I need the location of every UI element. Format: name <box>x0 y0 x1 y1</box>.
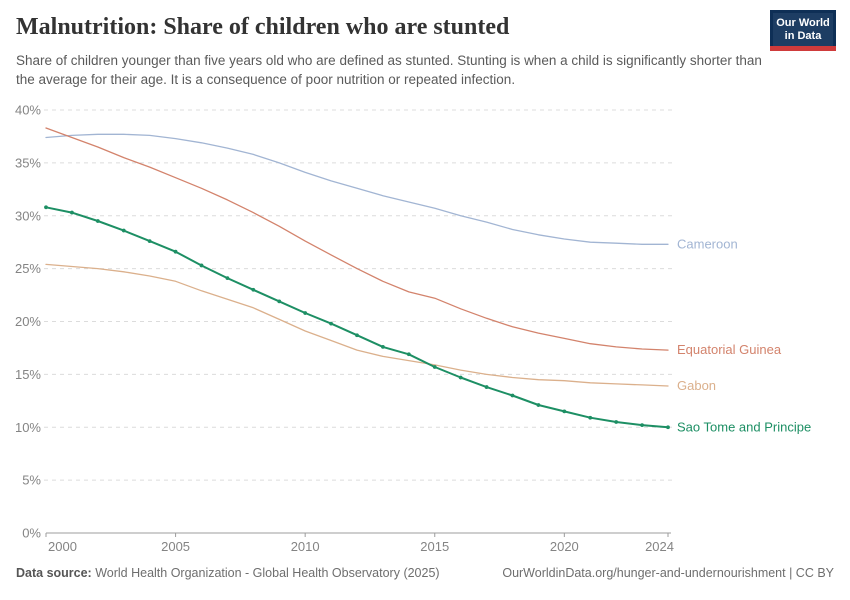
data-point-sao-tome-and-principe[interactable] <box>484 385 489 389</box>
data-point-sao-tome-and-principe[interactable] <box>562 409 567 414</box>
data-point-sao-tome-and-principe[interactable] <box>355 333 359 338</box>
data-point-sao-tome-and-principe[interactable] <box>199 263 204 268</box>
y-tick-label: 30% <box>15 208 41 223</box>
y-tick-label: 20% <box>15 314 41 329</box>
y-tick-label: 40% <box>15 103 41 118</box>
data-point-sao-tome-and-principe[interactable] <box>432 365 437 369</box>
data-point-sao-tome-and-principe[interactable] <box>147 239 152 244</box>
attribution-link[interactable]: OurWorldinData.org/hunger-and-undernouri… <box>502 566 834 580</box>
data-point-sao-tome-and-principe[interactable] <box>614 420 619 424</box>
series-line-gabon[interactable] <box>45 263 669 387</box>
data-point-sao-tome-and-principe[interactable] <box>225 276 230 281</box>
data-point-sao-tome-and-principe[interactable] <box>458 375 463 380</box>
owid-logo-stripe <box>770 46 836 51</box>
y-tick-label: 5% <box>22 473 41 488</box>
series-line-equatorial-guinea[interactable] <box>45 127 669 351</box>
owid-logo-line1: Our World <box>776 17 830 29</box>
data-point-sao-tome-and-principe[interactable] <box>303 311 308 315</box>
data-source-note: Data source: World Health Organization -… <box>16 566 440 580</box>
series-line-cameroon[interactable] <box>45 133 669 245</box>
data-point-sao-tome-and-principe[interactable] <box>406 352 411 357</box>
owid-logo: Our World in Data <box>770 10 836 51</box>
chart-subtitle: Share of children younger than five year… <box>16 53 762 87</box>
footer: Data source: World Health Organization -… <box>16 566 834 580</box>
data-source-text: World Health Organization - Global Healt… <box>91 566 440 580</box>
data-point-sao-tome-and-principe[interactable] <box>173 249 178 254</box>
data-point-sao-tome-and-principe[interactable] <box>95 219 100 223</box>
data-point-sao-tome-and-principe[interactable] <box>329 321 333 326</box>
data-point-sao-tome-and-principe[interactable] <box>277 299 282 304</box>
data-point-sao-tome-and-principe[interactable] <box>70 210 74 215</box>
data-point-sao-tome-and-principe[interactable] <box>251 287 256 292</box>
owid-logo-line2: in Data <box>784 30 822 42</box>
series-label-equatorial-guinea[interactable]: Equatorial Guinea <box>677 342 782 357</box>
y-tick-label: 0% <box>22 526 41 541</box>
x-tick-label: 2020 <box>550 539 579 554</box>
page-title: Malnutrition: Share of children who are … <box>16 14 510 40</box>
y-tick-label: 25% <box>15 261 41 276</box>
y-tick-label: 10% <box>15 420 41 435</box>
data-point-sao-tome-and-principe[interactable] <box>121 228 126 233</box>
x-tick-label: 2000 <box>48 539 77 554</box>
data-point-sao-tome-and-principe[interactable] <box>536 403 541 407</box>
x-tick-label: 2010 <box>291 539 320 554</box>
data-point-sao-tome-and-principe[interactable] <box>666 425 670 430</box>
data-point-sao-tome-and-principe[interactable] <box>588 415 593 420</box>
y-tick-label: 35% <box>15 155 41 170</box>
x-tick-label: 2015 <box>420 539 449 554</box>
data-point-sao-tome-and-principe[interactable] <box>381 344 385 349</box>
data-source-label: Data source: <box>16 566 92 580</box>
data-point-sao-tome-and-principe[interactable] <box>640 423 644 428</box>
x-tick-label: 2005 <box>161 539 190 554</box>
owid-logo-text: Our World in Data <box>770 10 836 46</box>
data-point-sao-tome-and-principe[interactable] <box>510 393 515 398</box>
series-label-sao-tome-and-principe[interactable]: Sao Tome and Principe <box>677 419 811 434</box>
data-point-sao-tome-and-principe[interactable] <box>44 205 48 210</box>
y-tick-label: 15% <box>15 367 41 382</box>
series-label-cameroon[interactable]: Cameroon <box>677 236 738 251</box>
series-label-gabon[interactable]: Gabon <box>677 378 716 393</box>
x-tick-label: 2024 <box>645 539 674 554</box>
